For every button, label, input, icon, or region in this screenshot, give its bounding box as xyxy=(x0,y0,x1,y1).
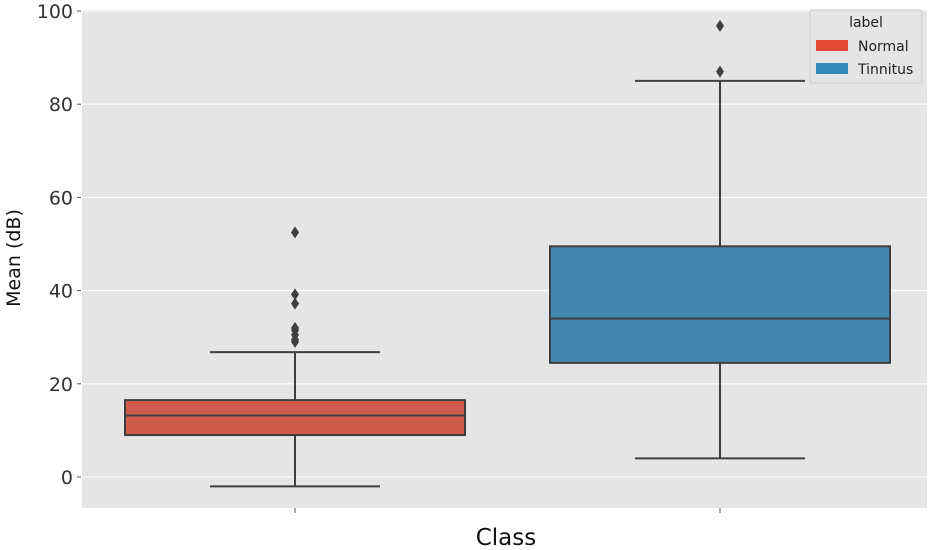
legend-label-normal: Normal xyxy=(858,39,909,55)
y-axis-title: Mean (dB) xyxy=(3,209,25,307)
outlier-normal-7 xyxy=(291,226,299,239)
legend-label-tinnitus: Tinnitus xyxy=(857,62,913,78)
boxplots xyxy=(124,19,891,488)
y-tick-label-80: 80 xyxy=(49,94,73,116)
outlier-normal-6 xyxy=(291,288,299,301)
y-tick-label-20: 20 xyxy=(49,374,73,396)
iqr-box-normal xyxy=(124,399,466,437)
legend-swatch-normal xyxy=(816,40,848,51)
y-tick-label-60: 60 xyxy=(49,187,73,209)
grid-lines xyxy=(82,10,927,478)
outlier-normal-4 xyxy=(291,321,299,334)
outlier-normal-5 xyxy=(291,297,299,310)
legend: label Normal Tinnitus xyxy=(809,9,923,84)
box-normal xyxy=(124,226,466,488)
outlier-tinnitus-0 xyxy=(716,65,724,78)
y-tick-label-40: 40 xyxy=(49,281,73,303)
legend-title: label xyxy=(849,15,883,31)
x-ticks xyxy=(294,508,721,513)
iqr-box-tinnitus xyxy=(549,245,891,364)
y-tick-labels: 0 20 40 60 80 100 xyxy=(37,1,81,489)
outlier-tinnitus-1 xyxy=(716,19,724,32)
x-axis-title: Class xyxy=(476,525,537,550)
box-tinnitus xyxy=(549,19,891,460)
legend-swatch-tinnitus xyxy=(816,63,848,74)
y-tick-label-100: 100 xyxy=(37,1,73,23)
y-tick-label-0: 0 xyxy=(61,467,73,489)
